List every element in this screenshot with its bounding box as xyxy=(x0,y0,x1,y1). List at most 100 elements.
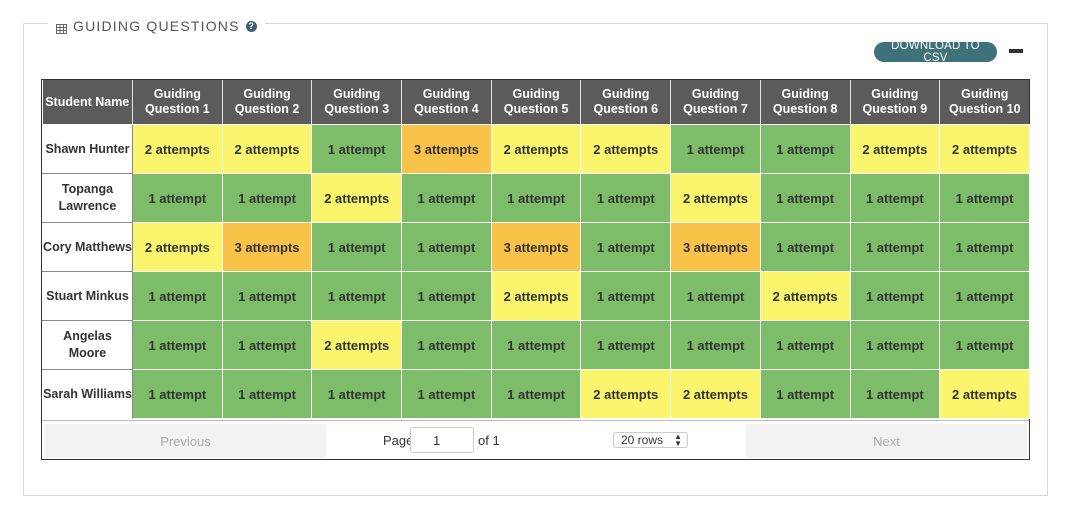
attempts-table: Student Name Guiding Question 1 Guiding Qu… xyxy=(42,80,1030,419)
attempts-cell: 2 attempts xyxy=(490,124,582,174)
pagination-bar: Previous Page of 1 20 rows ▲▼ Next xyxy=(42,420,1029,460)
attempts-cell: 1 attempt xyxy=(311,369,403,419)
help-icon[interactable]: ? xyxy=(245,20,257,32)
attempts-cell: 1 attempt xyxy=(939,222,1030,272)
rows-per-page-select[interactable]: 20 rows ▲ ▼ xyxy=(613,432,688,448)
attempts-cell: 1 attempt xyxy=(759,369,851,419)
attempts-cell: 2 attempts xyxy=(580,124,672,174)
page-label: Page xyxy=(383,433,414,448)
attempts-cell: 2 attempts xyxy=(849,124,941,174)
page-number-input[interactable] xyxy=(410,427,474,453)
attempts-cell: 1 attempt xyxy=(759,173,851,223)
attempts-cell: 1 attempt xyxy=(401,222,492,272)
attempts-cell: 1 attempt xyxy=(849,320,941,370)
column-header-question-5[interactable]: Guiding Question 5 xyxy=(491,80,582,125)
attempts-cell: 1 attempt xyxy=(311,222,403,272)
table-body: Shawn Hunter 2 attempts 2 attempts 1 attemp… xyxy=(42,124,1030,419)
attempts-cell: 1 attempt xyxy=(401,320,492,370)
attempts-cell: 1 attempt xyxy=(221,271,313,321)
attempts-cell: 1 attempt xyxy=(759,222,851,272)
column-header-question-7[interactable]: Guiding Question 7 xyxy=(670,80,761,125)
attempts-cell: 1 attempt xyxy=(132,173,223,223)
section-legend: GUIDING QUESTIONS ? xyxy=(48,16,265,36)
collapse-minus-icon[interactable] xyxy=(1009,49,1023,53)
column-header-question-9[interactable]: Guiding Question 9 xyxy=(850,80,941,125)
table-row: Sarah Williams 1 attempt 1 attempt 1 attemp… xyxy=(42,369,1030,419)
attempts-cell: 2 attempts xyxy=(221,124,313,174)
column-header-student-name[interactable]: Student Name xyxy=(42,80,133,125)
rows-per-page-value: 20 rows xyxy=(621,433,664,447)
attempts-cell: 1 attempt xyxy=(490,369,582,419)
attempts-cell: 1 attempt xyxy=(759,124,851,174)
attempts-cell: 1 attempt xyxy=(670,271,761,321)
attempts-cell: 1 attempt xyxy=(580,222,672,272)
student-name-cell: Shawn Hunter xyxy=(42,124,133,174)
attempts-cell: 1 attempt xyxy=(221,173,313,223)
guiding-questions-panel xyxy=(23,23,1048,496)
download-csv-button[interactable]: DOWNLOAD TO CSV xyxy=(874,40,997,64)
attempts-cell: 1 attempt xyxy=(132,320,223,370)
attempts-cell: 2 attempts xyxy=(580,369,672,419)
attempts-cell: 3 attempts xyxy=(490,222,582,272)
student-name-cell: Sarah Williams xyxy=(42,369,133,419)
column-header-question-4[interactable]: Guiding Question 4 xyxy=(401,80,492,125)
section-title: GUIDING QUESTIONS xyxy=(73,18,240,34)
attempts-cell: 1 attempt xyxy=(580,320,672,370)
column-header-question-8[interactable]: Guiding Question 8 xyxy=(760,80,851,125)
attempts-cell: 1 attempt xyxy=(311,271,403,321)
attempts-cell: 1 attempt xyxy=(849,369,941,419)
attempts-cell: 2 attempts xyxy=(132,124,223,174)
column-header-question-6[interactable]: Guiding Question 6 xyxy=(580,80,672,125)
attempts-cell: 1 attempt xyxy=(580,173,672,223)
column-header-question-1[interactable]: Guiding Question 1 xyxy=(132,80,223,125)
attempts-cell: 2 attempts xyxy=(939,369,1030,419)
attempts-cell: 2 attempts xyxy=(670,173,761,223)
attempts-cell: 2 attempts xyxy=(490,271,582,321)
page-count-label: of 1 xyxy=(478,433,500,448)
student-name-cell: Stuart Minkus xyxy=(42,271,133,321)
column-header-question-3[interactable]: Guiding Question 3 xyxy=(311,80,403,125)
table-row: Shawn Hunter 2 attempts 2 attempts 1 attemp… xyxy=(42,124,1030,174)
attempts-cell: 1 attempt xyxy=(939,173,1030,223)
attempts-cell: 1 attempt xyxy=(849,173,941,223)
attempts-cell: 2 attempts xyxy=(759,271,851,321)
attempts-cell: 2 attempts xyxy=(311,173,403,223)
attempts-cell: 1 attempt xyxy=(311,124,403,174)
attempts-cell: 2 attempts xyxy=(939,124,1030,174)
attempts-cell: 1 attempt xyxy=(221,369,313,419)
attempts-cell: 3 attempts xyxy=(401,124,492,174)
attempts-cell: 2 attempts xyxy=(670,369,761,419)
table-grid-icon xyxy=(56,21,67,34)
column-header-question-2[interactable]: Guiding Question 2 xyxy=(222,80,313,125)
attempts-cell: 1 attempt xyxy=(670,320,761,370)
attempts-cell: 1 attempt xyxy=(490,320,582,370)
attempts-cell: 1 attempt xyxy=(221,320,313,370)
attempts-cell: 1 attempt xyxy=(401,173,492,223)
attempts-cell: 1 attempt xyxy=(132,271,223,321)
attempts-cell: 1 attempt xyxy=(939,271,1030,321)
table-row: Topanga Lawrence 1 attempt 1 attempt 2 atte… xyxy=(42,173,1030,223)
next-page-button[interactable]: Next xyxy=(746,424,1027,458)
attempts-cell: 3 attempts xyxy=(221,222,313,272)
attempts-cell: 1 attempt xyxy=(132,369,223,419)
attempts-cell: 1 attempt xyxy=(939,320,1030,370)
previous-page-button[interactable]: Previous xyxy=(45,424,326,458)
attempts-cell: 1 attempt xyxy=(401,369,492,419)
attempts-cell: 1 attempt xyxy=(759,320,851,370)
column-header-question-10[interactable]: Guiding Question 10 xyxy=(939,80,1030,125)
attempts-cell: 2 attempts xyxy=(311,320,403,370)
student-name-cell: Cory Matthews xyxy=(42,222,133,272)
attempts-cell: 2 attempts xyxy=(132,222,223,272)
student-name-cell: Angelas Moore xyxy=(42,320,133,370)
attempts-cell: 1 attempt xyxy=(580,271,672,321)
attempts-cell: 1 attempt xyxy=(849,222,941,272)
table-row: Cory Matthews 2 attempts 3 attempts 1 attem… xyxy=(42,222,1030,272)
table-row: Stuart Minkus 1 attempt 1 attempt 1 attempt… xyxy=(42,271,1030,321)
student-name-cell: Topanga Lawrence xyxy=(42,173,133,223)
attempts-cell: 1 attempt xyxy=(401,271,492,321)
attempts-cell: 1 attempt xyxy=(490,173,582,223)
table-row: Angelas Moore 1 attempt 1 attempt 2 attempt… xyxy=(42,320,1030,370)
attempts-cell: 3 attempts xyxy=(670,222,761,272)
table-header-row: Student Name Guiding Question 1 Guiding Qu… xyxy=(42,80,1030,125)
attempts-cell: 1 attempt xyxy=(670,124,761,174)
